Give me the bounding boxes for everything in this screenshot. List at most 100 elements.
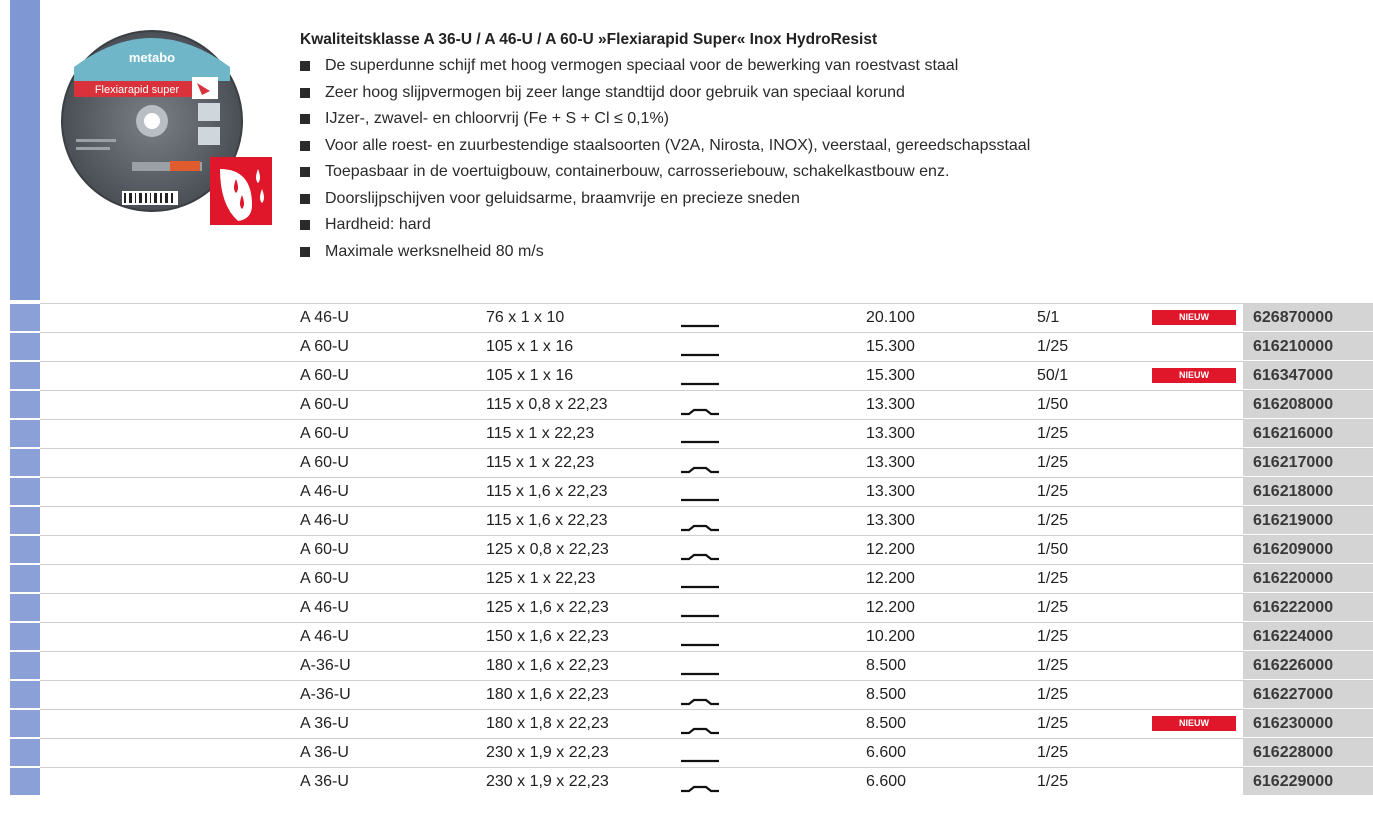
row-divider bbox=[40, 651, 1373, 652]
feature-item: Maximale werksnelheid 80 m/s bbox=[300, 239, 1030, 266]
pack-cell: 1/25 bbox=[1037, 773, 1069, 790]
dimensions-cell: 230 x 1,9 x 22,23 bbox=[486, 773, 609, 790]
depressed-center-disc-icon bbox=[680, 776, 720, 793]
row-divider bbox=[40, 361, 1373, 362]
square-bullet-icon bbox=[300, 193, 310, 204]
speed-cell: 15.300 bbox=[866, 367, 915, 384]
table-row: A 36-U 180 x 1,8 x 22,23 8.500 1/25 NIEUW 616… bbox=[0, 709, 1373, 738]
cutting-disc-image: metabo Flexiarapid super bbox=[52, 29, 275, 227]
row-divider bbox=[40, 448, 1373, 449]
row-divider bbox=[40, 593, 1373, 594]
speed-cell: 8.500 bbox=[866, 686, 907, 703]
dimensions-cell: 180 x 1,8 x 22,23 bbox=[486, 715, 609, 732]
table-row: A-36-U 180 x 1,6 x 22,23 8.500 1/25 61622600… bbox=[0, 651, 1373, 680]
row-accent-stripe bbox=[10, 449, 40, 476]
table-row: A-36-U 180 x 1,6 x 22,23 8.500 1/25 61622700… bbox=[0, 680, 1373, 709]
article-number-cell: 616226000 bbox=[1243, 652, 1373, 679]
article-number-cell: 616216000 bbox=[1243, 420, 1373, 447]
disc-model-label: Flexiarapid super bbox=[95, 84, 180, 96]
dimensions-cell: 125 x 0,8 x 22,23 bbox=[486, 541, 609, 558]
row-accent-stripe bbox=[10, 507, 40, 534]
grade-cell: A 60-U bbox=[300, 541, 349, 558]
table-row: A 60-U 125 x 1 x 22,23 12.200 1/25 616220000 bbox=[0, 564, 1373, 593]
straight-disc-icon bbox=[680, 370, 720, 386]
feature-list: De superdunne schijf met hoog vermogen s… bbox=[300, 53, 1030, 265]
article-number-cell: 616227000 bbox=[1243, 681, 1373, 708]
pack-cell: 1/25 bbox=[1037, 599, 1069, 616]
feature-item: Hardheid: hard bbox=[300, 212, 1030, 239]
dimensions-cell: 180 x 1,6 x 22,23 bbox=[486, 657, 609, 674]
row-divider bbox=[40, 680, 1373, 681]
square-bullet-icon bbox=[300, 220, 310, 231]
pack-cell: 1/50 bbox=[1037, 396, 1069, 413]
row-divider bbox=[40, 622, 1373, 623]
speed-cell: 13.300 bbox=[866, 396, 915, 413]
accent-bar bbox=[10, 0, 40, 300]
speed-cell: 6.600 bbox=[866, 773, 907, 790]
speed-cell: 6.600 bbox=[866, 744, 907, 761]
straight-disc-icon bbox=[680, 573, 720, 589]
speed-cell: 12.200 bbox=[866, 570, 915, 587]
article-number-cell: 616208000 bbox=[1243, 391, 1373, 418]
table-row: A 46-U 76 x 1 x 10 20.100 5/1 NIEUW 626870000 bbox=[0, 303, 1373, 332]
pack-cell: 5/1 bbox=[1037, 309, 1060, 326]
pack-cell: 1/25 bbox=[1037, 338, 1069, 355]
dimensions-cell: 115 x 0,8 x 22,23 bbox=[486, 396, 608, 413]
feature-item: Voor alle roest- en zuurbestendige staal… bbox=[300, 133, 1030, 160]
dimensions-cell: 115 x 1 x 22,23 bbox=[486, 454, 595, 471]
depressed-center-disc-icon bbox=[680, 399, 720, 416]
square-bullet-icon bbox=[300, 61, 310, 72]
speed-cell: 8.500 bbox=[866, 715, 907, 732]
row-divider bbox=[40, 535, 1373, 536]
row-accent-stripe bbox=[10, 681, 40, 708]
grade-cell: A 46-U bbox=[300, 309, 349, 326]
grade-cell: A 60-U bbox=[300, 338, 349, 355]
article-number-cell: 616219000 bbox=[1243, 507, 1373, 534]
dimensions-cell: 105 x 1 x 16 bbox=[486, 338, 574, 355]
pack-cell: 1/25 bbox=[1037, 512, 1069, 529]
row-divider bbox=[40, 506, 1373, 507]
square-bullet-icon bbox=[300, 114, 310, 125]
feature-text: Maximale werksnelheid 80 m/s bbox=[325, 242, 544, 260]
feature-text: Voor alle roest- en zuurbestendige staal… bbox=[325, 136, 1031, 154]
row-accent-stripe bbox=[10, 739, 40, 766]
article-number-cell: 616229000 bbox=[1243, 768, 1373, 795]
article-number-cell: 616347000 bbox=[1243, 362, 1373, 389]
row-accent-stripe bbox=[10, 565, 40, 592]
grade-cell: A 36-U bbox=[300, 773, 349, 790]
pack-cell: 1/25 bbox=[1037, 657, 1069, 674]
row-divider bbox=[40, 303, 1373, 304]
speed-cell: 13.300 bbox=[866, 512, 915, 529]
feature-text: Zeer hoog slijpvermogen bij zeer lange s… bbox=[325, 83, 905, 101]
dimensions-cell: 230 x 1,9 x 22,23 bbox=[486, 744, 609, 761]
article-number-cell: 616217000 bbox=[1243, 449, 1373, 476]
table-row: A 60-U 105 x 1 x 16 15.300 1/25 616210000 bbox=[0, 332, 1373, 361]
grade-cell: A 36-U bbox=[300, 715, 349, 732]
table-row: A 46-U 150 x 1,6 x 22,23 10.200 1/25 6162240… bbox=[0, 622, 1373, 651]
article-number-cell: 626870000 bbox=[1243, 304, 1373, 331]
feature-text: Doorslijpschijven voor geluidsarme, braa… bbox=[325, 189, 800, 207]
grade-cell: A 46-U bbox=[300, 628, 349, 645]
table-row: A 60-U 115 x 1 x 22,23 13.300 1/25 616216000 bbox=[0, 419, 1373, 448]
row-divider bbox=[40, 738, 1373, 739]
row-divider bbox=[40, 477, 1373, 478]
speed-cell: 15.300 bbox=[866, 338, 915, 355]
dimensions-cell: 115 x 1,6 x 22,23 bbox=[486, 483, 608, 500]
speed-cell: 13.300 bbox=[866, 425, 915, 442]
new-badge: NIEUW bbox=[1152, 310, 1236, 325]
pack-cell: 1/25 bbox=[1037, 628, 1069, 645]
square-bullet-icon bbox=[300, 140, 310, 151]
feature-item: Zeer hoog slijpvermogen bij zeer lange s… bbox=[300, 80, 1030, 107]
row-accent-stripe bbox=[10, 768, 40, 795]
feature-item: De superdunne schijf met hoog vermogen s… bbox=[300, 53, 1030, 80]
straight-disc-icon bbox=[680, 341, 720, 357]
row-accent-stripe bbox=[10, 536, 40, 563]
feature-text: De superdunne schijf met hoog vermogen s… bbox=[325, 57, 959, 75]
speed-cell: 13.300 bbox=[866, 454, 915, 471]
article-number-cell: 616210000 bbox=[1243, 333, 1373, 360]
dimensions-cell: 150 x 1,6 x 22,23 bbox=[486, 628, 609, 645]
row-accent-stripe bbox=[10, 652, 40, 679]
row-accent-stripe bbox=[10, 420, 40, 447]
row-divider bbox=[40, 767, 1373, 768]
pack-cell: 1/25 bbox=[1037, 483, 1069, 500]
